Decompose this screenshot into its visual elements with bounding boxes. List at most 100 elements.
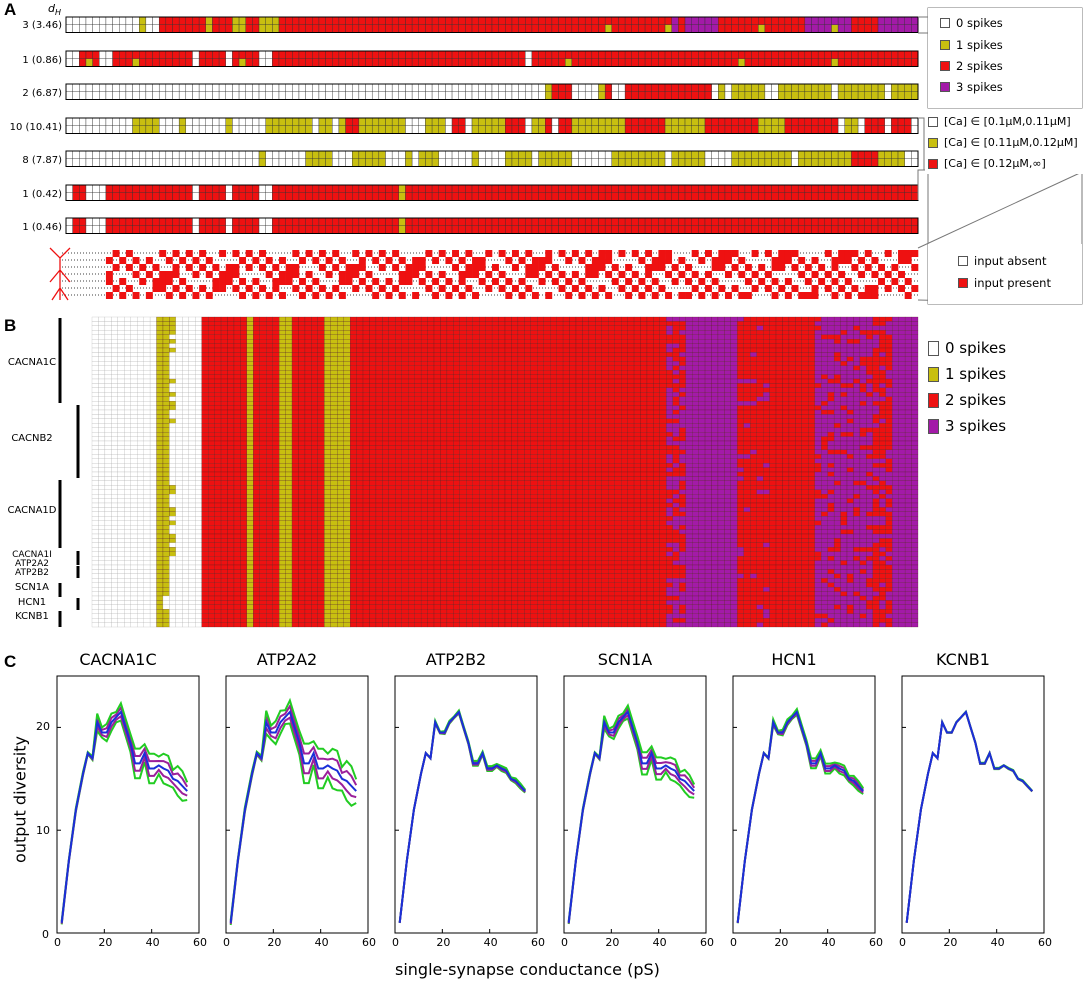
cell <box>156 418 164 424</box>
input-cell <box>831 292 839 299</box>
cell <box>253 618 260 623</box>
cell <box>143 445 151 450</box>
cell <box>531 117 539 126</box>
cell <box>246 587 254 592</box>
cell <box>227 458 235 464</box>
cell <box>130 458 138 464</box>
cell <box>292 192 300 201</box>
cell <box>398 192 406 201</box>
input-cell <box>784 257 792 264</box>
cell <box>431 158 439 167</box>
cell <box>72 158 80 167</box>
cell <box>330 383 338 388</box>
cell <box>266 613 273 619</box>
cell <box>285 542 293 548</box>
cell <box>324 418 331 424</box>
cell <box>175 334 183 340</box>
cell <box>638 217 646 226</box>
cell <box>784 16 792 25</box>
cell <box>119 16 127 25</box>
cell <box>233 604 241 610</box>
cell <box>130 494 138 499</box>
cell <box>253 436 260 442</box>
cell <box>345 217 353 226</box>
input-cell <box>864 292 872 299</box>
cell <box>162 489 170 495</box>
cell <box>285 454 293 459</box>
cell <box>291 609 299 614</box>
cell <box>337 467 344 473</box>
cell <box>258 192 266 201</box>
cell <box>208 334 215 340</box>
cell <box>498 158 506 167</box>
cell <box>425 91 433 100</box>
cell <box>227 498 235 504</box>
cell <box>738 50 746 59</box>
cell <box>143 613 151 619</box>
cell <box>266 392 273 397</box>
cell <box>162 578 170 583</box>
cell <box>214 573 222 579</box>
cell <box>98 622 106 628</box>
input-cell <box>159 278 167 285</box>
cell <box>465 24 473 33</box>
cell <box>731 24 739 33</box>
cell <box>525 217 533 226</box>
input-cell <box>219 285 227 292</box>
cell <box>98 578 106 583</box>
input-cell <box>771 264 779 271</box>
cell <box>664 117 672 126</box>
cell <box>233 365 241 371</box>
cell <box>137 458 144 464</box>
cell <box>91 498 99 504</box>
cell <box>72 150 80 159</box>
cell <box>578 117 586 126</box>
cell <box>117 587 125 592</box>
cell <box>125 24 133 33</box>
cell <box>259 405 267 411</box>
cell <box>272 58 280 67</box>
cell <box>149 396 157 402</box>
cell <box>104 449 112 455</box>
cell <box>325 16 333 25</box>
cell <box>678 83 686 92</box>
cell <box>298 578 306 583</box>
cell <box>220 582 228 588</box>
cell <box>644 150 652 159</box>
input-cell <box>525 285 533 292</box>
input-cell <box>232 285 240 292</box>
cell <box>337 471 344 477</box>
cell <box>678 16 686 25</box>
cell <box>811 91 819 100</box>
cell <box>291 352 299 357</box>
cell <box>618 117 626 126</box>
cell <box>130 600 138 605</box>
cell <box>278 16 286 25</box>
cell <box>317 409 325 415</box>
cell <box>338 83 346 92</box>
cell <box>117 347 125 353</box>
cell <box>169 361 177 366</box>
cell <box>149 551 157 557</box>
cell <box>208 352 215 357</box>
cell <box>851 83 859 92</box>
cell <box>240 427 247 433</box>
cell <box>208 440 215 446</box>
cell <box>117 613 125 619</box>
cell <box>111 401 118 406</box>
cell <box>791 217 799 226</box>
cell <box>233 316 241 322</box>
cell <box>117 485 125 490</box>
cell <box>398 117 406 126</box>
cell <box>259 507 267 512</box>
cell <box>188 502 196 508</box>
cell <box>451 16 459 25</box>
cell <box>214 423 222 428</box>
cell <box>137 427 144 433</box>
cell <box>491 125 499 134</box>
cell <box>195 463 202 468</box>
cell <box>175 378 183 384</box>
cell <box>253 339 260 344</box>
cell <box>79 217 87 226</box>
cell <box>664 24 672 33</box>
